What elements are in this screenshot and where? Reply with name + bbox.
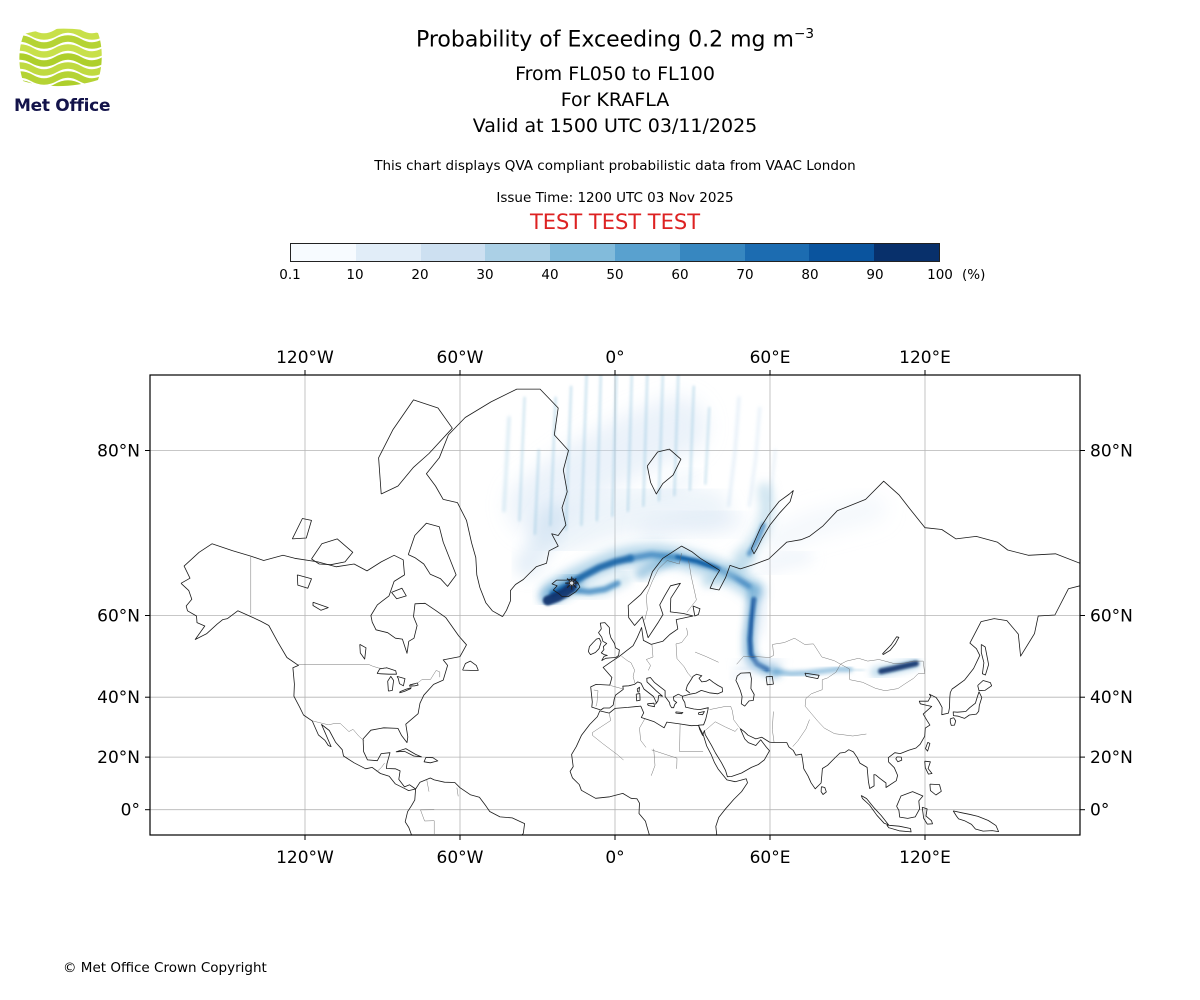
met-office-logo-graphic xyxy=(19,28,102,87)
colorbar-tick-label: 70 xyxy=(736,267,754,283)
x-tick-label-bottom: 120°E xyxy=(899,848,951,868)
colorbar-tick-label: 80 xyxy=(801,267,819,283)
map-canvas: 120°W 120°W 60°W 60°W 0° 0° 60°E 60°E 120°E 120°E… xyxy=(97,348,1133,868)
colorbar-tick-label: 40 xyxy=(541,267,559,283)
x-tick-label-top: 0° xyxy=(605,348,624,368)
qva-description: This chart displays QVA compliant probab… xyxy=(374,158,856,174)
colorbar xyxy=(290,243,940,262)
chart-title-exponent: −3 xyxy=(793,26,815,42)
colorbar-tick-label: 10 xyxy=(346,267,364,283)
x-tick-label-top: 120°E xyxy=(899,348,951,368)
x-tick-label-top: 60°W xyxy=(437,348,484,368)
x-tick-label-bottom: 120°W xyxy=(276,848,334,868)
colorbar-segment xyxy=(679,244,745,261)
colorbar-tick-label: 50 xyxy=(606,267,624,283)
colorbar-tick-label: 30 xyxy=(476,267,494,283)
colorbar-segment xyxy=(809,244,875,261)
y-tick-label-right: 20°N xyxy=(1090,748,1133,768)
colorbar-segment xyxy=(614,244,680,261)
colorbar-tick-label: 100 xyxy=(927,267,953,283)
subtitle-flight-levels: From FL050 to FL100 xyxy=(515,63,715,85)
y-tick-label-left: 80°N xyxy=(97,442,140,462)
y-tick-label-left: 20°N xyxy=(97,748,140,768)
y-tick-label-right: 60°N xyxy=(1090,607,1133,627)
chart-title: Probability of Exceeding 0.2 mg m−3 xyxy=(30,26,1200,52)
tick-marks xyxy=(145,370,1085,840)
copyright: © Met Office Crown Copyright xyxy=(63,960,267,976)
y-tick-label-left: 40°N xyxy=(97,688,140,708)
colorbar-segment xyxy=(550,244,615,261)
y-tick-label-right: 80°N xyxy=(1090,442,1133,462)
x-tick-label-bottom: 60°W xyxy=(437,848,484,868)
y-tick-label-left: 60°N xyxy=(97,607,140,627)
y-tick-label-right: 0° xyxy=(1090,801,1109,821)
met-office-wordmark: Met Office xyxy=(14,96,111,116)
colorbar-segment xyxy=(874,244,939,261)
colorbar-tick-label: 90 xyxy=(866,267,884,283)
x-tick-label-top: 60°E xyxy=(750,348,791,368)
subtitle-valid-time: Valid at 1500 UTC 03/11/2025 xyxy=(472,115,758,137)
colorbar-segment xyxy=(420,244,486,261)
y-tick-label-left: 0° xyxy=(121,801,140,821)
x-tick-label-top: 120°W xyxy=(276,348,334,368)
border-layer xyxy=(250,553,925,834)
colorbar-tick-label: 20 xyxy=(411,267,429,283)
ash-plume-layer xyxy=(502,375,921,682)
test-banner: TEST TEST TEST xyxy=(529,210,701,234)
colorbar-tick-label: 60 xyxy=(671,267,689,283)
colorbar-segment xyxy=(485,244,551,261)
axis-labels: 120°W 120°W 60°W 60°W 0° 0° 60°E 60°E 120°E 120°E… xyxy=(97,348,1133,868)
x-tick-label-bottom: 60°E xyxy=(750,848,791,868)
colorbar-segment xyxy=(291,244,356,261)
colorbar-unit: (%) xyxy=(962,267,986,283)
x-tick-label-bottom: 0° xyxy=(605,848,624,868)
met-office-logo: Met Office xyxy=(14,26,124,116)
chart-title-text: Probability of Exceeding 0.2 mg m xyxy=(415,27,794,53)
colorbar-tick-labels: 0.1 10 20 30 40 50 60 70 80 90 100 xyxy=(279,267,953,283)
y-tick-label-right: 40°N xyxy=(1090,688,1133,708)
subtitle-volcano: For KRAFLA xyxy=(560,89,670,111)
coastline-layer xyxy=(180,388,1080,835)
colorbar-tick-label: 0.1 xyxy=(279,267,301,283)
issue-time: Issue Time: 1200 UTC 03 Nov 2025 xyxy=(496,190,734,206)
colorbar-segment xyxy=(744,244,810,261)
colorbar-segment xyxy=(355,244,421,261)
volcano-marker xyxy=(565,576,579,590)
